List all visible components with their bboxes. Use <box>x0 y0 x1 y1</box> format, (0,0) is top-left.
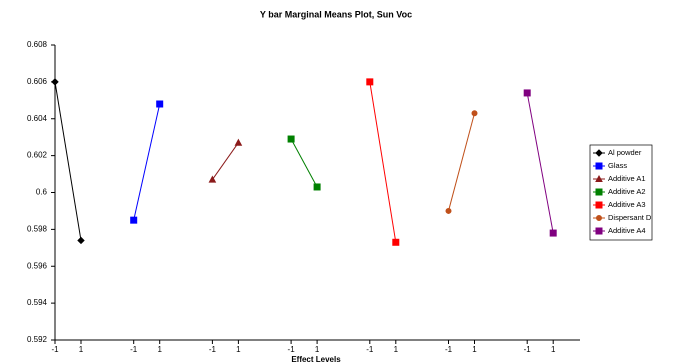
y-tick-label: 0.594 <box>27 298 48 307</box>
data-point <box>234 138 243 146</box>
series-line <box>526 92 554 234</box>
legend-marker <box>595 174 603 182</box>
data-point <box>313 183 321 191</box>
data-point <box>523 89 531 97</box>
y-tick-label: 0.606 <box>27 77 48 86</box>
y-tick-label: 0.596 <box>27 261 48 270</box>
y-tick-label: 0.608 <box>27 40 48 49</box>
legend-label: Glass <box>608 161 627 170</box>
legend-marker <box>595 227 603 235</box>
series-line <box>54 81 82 241</box>
x-tick-label: 1 <box>472 345 477 354</box>
x-tick-label: -1 <box>366 345 374 354</box>
x-axis-label: Effect Levels <box>291 355 341 364</box>
x-tick-label: -1 <box>51 345 59 354</box>
x-tick-label: 1 <box>236 345 241 354</box>
x-tick-label: -1 <box>445 345 453 354</box>
y-tick-label: 0.6 <box>36 188 48 197</box>
data-point <box>287 135 295 143</box>
legend-marker <box>595 201 603 209</box>
series-line <box>133 103 161 221</box>
x-tick-label: -1 <box>288 345 296 354</box>
legend-marker <box>595 188 603 196</box>
x-tick-label: 1 <box>315 345 320 354</box>
series-line <box>211 142 239 180</box>
chart-title: Y bar Marginal Means Plot, Sun Voc <box>260 9 412 19</box>
x-tick-label: 1 <box>394 345 399 354</box>
x-tick-label: 1 <box>79 345 84 354</box>
legend-marker <box>596 215 602 221</box>
x-tick-label: 1 <box>157 345 162 354</box>
data-point <box>392 238 400 246</box>
legend-marker <box>595 162 603 170</box>
legend-marker <box>595 149 603 157</box>
legend-label: Additive A3 <box>608 200 646 209</box>
x-tick-label: 1 <box>551 345 556 354</box>
data-point <box>445 207 452 214</box>
series-line <box>369 81 397 243</box>
legend-label: Additive A1 <box>608 174 646 183</box>
data-point <box>130 216 138 224</box>
legend-label: Additive A4 <box>608 226 646 235</box>
y-tick-label: 0.604 <box>27 114 48 123</box>
data-point <box>51 78 59 86</box>
data-point <box>208 175 217 183</box>
y-tick-label: 0.598 <box>27 224 48 233</box>
x-tick-label: -1 <box>209 345 217 354</box>
x-tick-label: -1 <box>130 345 138 354</box>
y-tick-label: 0.602 <box>27 151 48 160</box>
legend-label: Al powder <box>608 148 642 157</box>
data-point <box>77 236 85 245</box>
legend-label: Additive A2 <box>608 187 646 196</box>
y-tick-label: 0.592 <box>27 335 48 344</box>
data-point <box>366 78 374 86</box>
data-point <box>471 110 478 117</box>
data-point <box>156 100 164 108</box>
legend-label: Dispersant D <box>608 213 652 222</box>
series-line <box>290 138 318 188</box>
x-tick-label: -1 <box>524 345 532 354</box>
data-point <box>549 229 557 237</box>
series-line <box>448 113 475 212</box>
